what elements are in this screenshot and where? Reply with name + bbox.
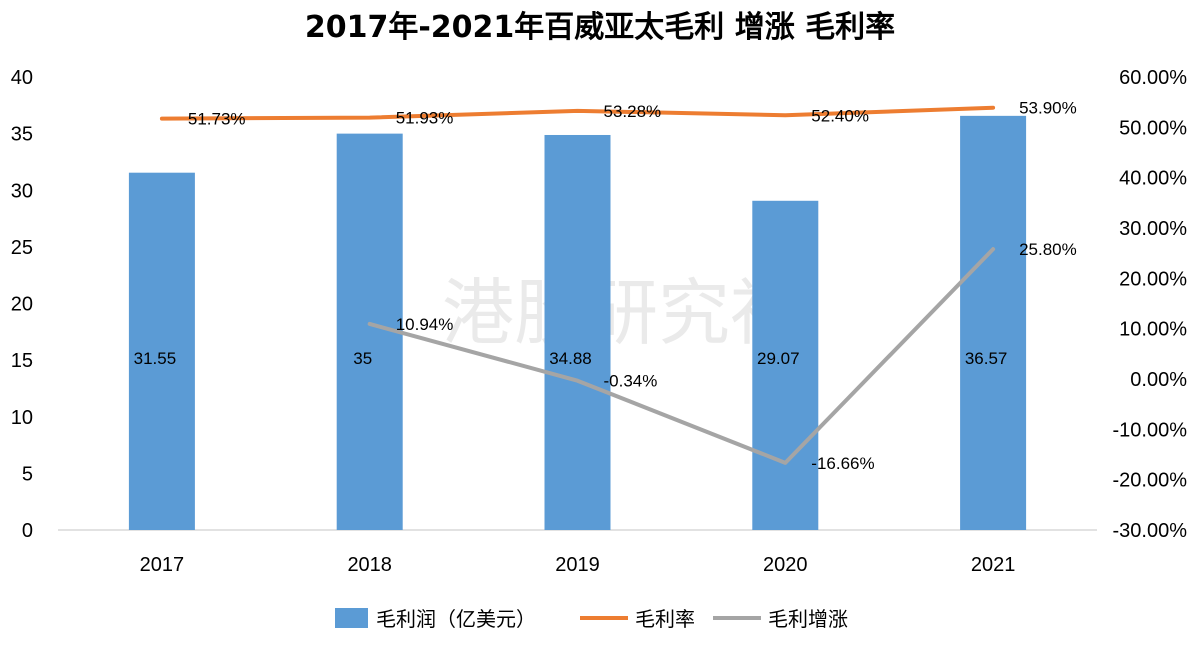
right-tick-label: -10.00% [1113,419,1188,441]
line-data-label: 10.94% [396,315,454,334]
left-tick-label: 20 [11,294,33,316]
right-tick-label: -30.00% [1113,520,1188,542]
bar [128,172,195,531]
left-axis: 0 5 10 15 20 25 30 35 40 [11,67,33,542]
bar [960,115,1027,530]
series-line [159,105,996,121]
legend: 毛利润（亿美元） 毛利率 毛利增涨 [335,607,848,631]
left-tick-label: 35 [11,124,33,146]
bar [752,200,819,530]
line-series: 51.73% 51.93% 53.28% 52.40% 53.90% 10.94% -0.3… [159,99,1077,473]
bar-data-label: 36.57 [965,349,1008,368]
chart-title: 2017年-2021年百威亚太毛利 增涨 毛利率 [305,10,895,45]
bar-data-label: 34.88 [549,349,592,368]
x-axis: 2017 2018 2019 2020 2021 [140,554,1016,576]
line-data-label: 25.80% [1019,240,1077,259]
legend-swatch-bar [335,608,368,628]
left-tick-label: 15 [11,350,33,372]
legend-label: 毛利率 [635,607,695,631]
line-data-label: 51.93% [396,109,454,128]
left-tick-label: 40 [11,67,33,89]
bar-series: 31.55 35 34.88 29.07 36.57 [128,115,1027,531]
bar [544,134,611,530]
legend-label: 毛利增涨 [768,607,848,631]
line-data-label: 53.90% [1019,99,1077,118]
right-tick-label: -20.00% [1113,470,1188,492]
x-tick-label: 2019 [555,554,600,576]
x-tick-label: 2020 [763,554,808,576]
x-tick-label: 2017 [140,554,185,576]
left-tick-label: 10 [11,407,33,429]
bar-data-label: 31.55 [134,349,177,368]
left-tick-label: 25 [11,237,33,259]
line-data-label: 53.28% [604,102,662,121]
series-line [367,247,996,465]
x-tick-label: 2018 [347,554,392,576]
line-data-label: 52.40% [811,106,869,125]
right-axis: -30.00% -20.00% -10.00% 0.00% 10.00% 20.00% 30… [1113,67,1188,542]
left-tick-label: 30 [11,180,33,202]
line-data-label: -0.34% [604,372,658,391]
x-tick-label: 2021 [971,554,1016,576]
right-tick-label: 60.00% [1119,67,1187,89]
line-data-label: -16.66% [811,454,874,473]
right-tick-label: 50.00% [1119,117,1187,139]
right-tick-label: 30.00% [1119,218,1187,240]
watermark: 港股研究社 [442,271,802,355]
right-tick-label: 10.00% [1119,319,1187,341]
legend-label: 毛利润（亿美元） [376,607,536,631]
bar-data-label: 35 [353,349,372,368]
left-tick-label: 0 [22,520,33,542]
bar-data-label: 29.07 [757,349,800,368]
right-tick-label: 0.00% [1130,369,1187,391]
right-tick-label: 40.00% [1119,168,1187,190]
line-data-label: 51.73% [188,110,246,129]
right-tick-label: 20.00% [1119,268,1187,290]
left-tick-label: 5 [22,463,33,485]
